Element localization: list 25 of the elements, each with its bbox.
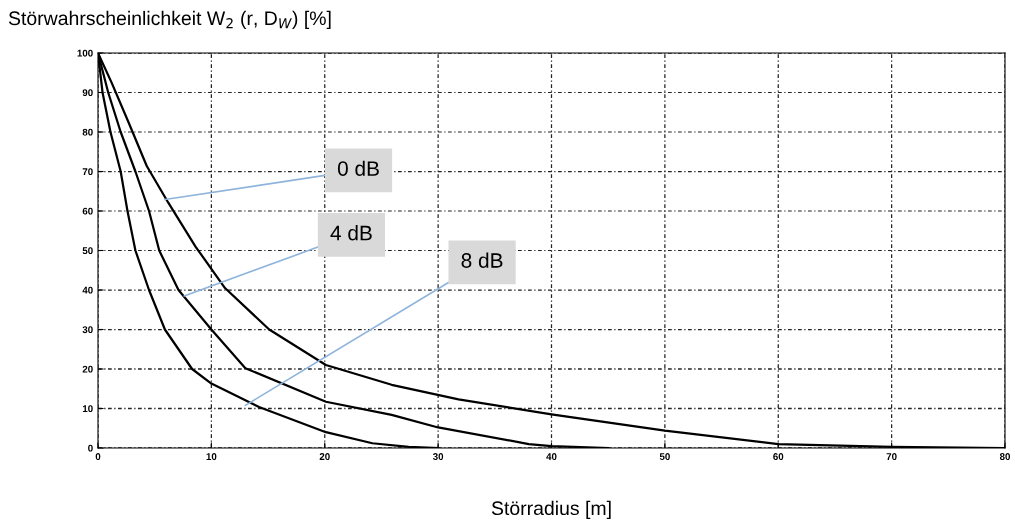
y-tick-label: 20: [82, 365, 93, 373]
x-tick-label: 20: [319, 453, 330, 460]
y-tick-label: 0: [88, 444, 93, 452]
y-tick-label: 100: [77, 49, 93, 57]
x-axis-title: Störradius [m]: [491, 500, 611, 519]
y-tick-label: 50: [82, 247, 93, 255]
y-tick-label: 90: [82, 89, 93, 97]
x-tick-label: 70: [886, 453, 897, 460]
x-tick-label: 30: [432, 453, 444, 461]
annotation: 0 dB: [337, 160, 379, 176]
y-tick-label: 70: [82, 168, 93, 176]
y-tick-label: 40: [82, 286, 93, 294]
y-tick-label: 80: [82, 128, 93, 136]
x-tick-label: 10: [206, 453, 217, 460]
y-tick-label: 60: [82, 207, 93, 215]
annotation: 8 dB: [461, 252, 503, 268]
annotation: 4 dB: [330, 225, 372, 241]
x-tick-label: 50: [659, 453, 670, 460]
y-tick-label: 30: [82, 326, 93, 334]
y-tick-label: 10: [82, 405, 93, 413]
x-tick-label: 0: [95, 453, 101, 460]
x-tick-label: 60: [773, 453, 784, 460]
y-axis-title: Störwahrscheinlichkeit W$_{2}$ (r, D$_{W}$) [%]: [8, 10, 331, 29]
x-tick-label: 80: [999, 453, 1011, 460]
x-tick-label: 40: [546, 453, 557, 460]
